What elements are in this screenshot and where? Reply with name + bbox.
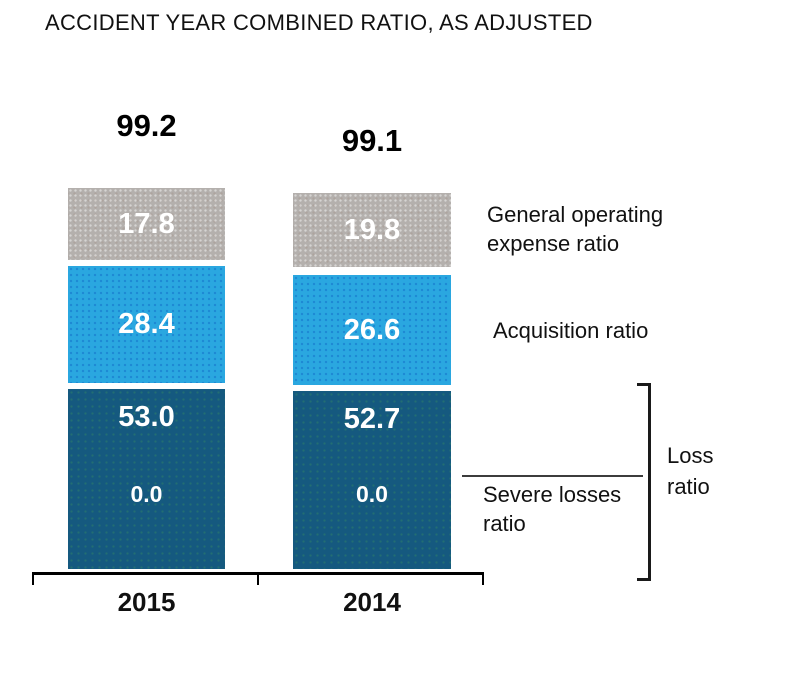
bar-2014-severe-losses-value: 0.0	[356, 481, 388, 507]
total-label-2015: 99.2	[116, 108, 177, 143]
bar-2015-general-operating-segment: 17.8	[68, 188, 225, 260]
bar-2015-acquisition-value: 28.4	[118, 308, 175, 340]
bar-2015-loss-ratio-segment: 53.0 0.0	[68, 389, 225, 569]
category-label-2014: 2014	[343, 587, 401, 617]
x-axis-tick-left	[32, 572, 34, 585]
bar-2015-acquisition-segment: 28.4	[68, 266, 225, 383]
annotation-general-operating-expense-ratio: General operating expense ratio	[487, 200, 663, 258]
annotation-general-operating-line1: General operating	[487, 202, 664, 227]
annotation-severe-losses-ratio: Severe losses ratio	[483, 480, 621, 538]
x-axis-tick-right	[482, 572, 484, 585]
severe-losses-callout-line	[462, 475, 643, 477]
bar-2015-severe-losses-value: 0.0	[130, 481, 163, 507]
annotation-general-operating-line2: expense ratio	[487, 231, 620, 256]
bar-2014-general-operating-value: 19.8	[343, 213, 401, 246]
annotation-loss-ratio: Loss ratio	[667, 440, 713, 502]
loss-ratio-bracket-vertical	[648, 383, 651, 581]
annotation-severe-losses-line1: Severe losses	[483, 482, 622, 507]
annotation-loss-ratio-line2: ratio	[667, 474, 710, 499]
x-axis-tick-middle	[257, 572, 259, 585]
loss-ratio-bracket-top-arm	[637, 383, 651, 386]
bar-2015-general-operating-value: 17.8	[118, 207, 175, 240]
bar-2015-loss-ratio-value: 53.0	[118, 401, 175, 433]
bar-2014-acquisition-value: 26.6	[343, 313, 401, 346]
loss-ratio-bracket-bottom-arm	[637, 578, 651, 581]
total-label-2014: 99.1	[341, 123, 403, 158]
annotation-severe-losses-line2: ratio	[483, 511, 526, 536]
annotation-loss-ratio-line1: Loss	[667, 443, 714, 468]
bar-2014-general-operating-segment: 19.8	[293, 193, 451, 267]
bar-2014-loss-ratio-value: 52.7	[343, 403, 401, 435]
annotation-acquisition-ratio: Acquisition ratio	[493, 318, 649, 343]
chart-title: ACCIDENT YEAR COMBINED RATIO, AS ADJUSTE…	[45, 10, 593, 35]
bar-2014-loss-ratio-segment: 52.7 0.0	[293, 391, 451, 569]
category-label-2015: 2015	[117, 587, 176, 617]
bar-2014-acquisition-segment: 26.6	[293, 275, 451, 385]
